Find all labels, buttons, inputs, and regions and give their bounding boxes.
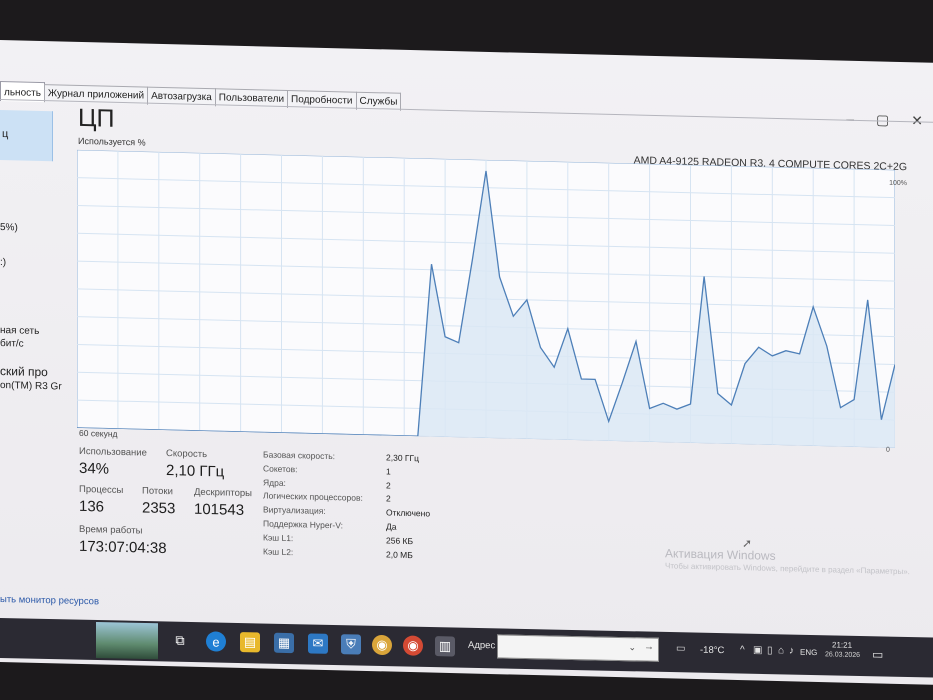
detail-label: Ядра: <box>263 477 286 488</box>
notifications-icon[interactable]: ▭ <box>872 647 884 662</box>
cpu-usage-line <box>77 170 895 437</box>
weather-icon[interactable]: ▭ <box>676 643 686 655</box>
language-indicator[interactable]: ENG <box>800 647 818 658</box>
detail-label: Кэш L2: <box>263 546 294 558</box>
chevron-down-icon[interactable]: ⌄ <box>628 642 636 653</box>
cpu-details-list: Базовая скорость: 2,30 ГГц Сокетов: 1 Яд… <box>0 40 933 560</box>
sidebar-item-network-speed: бит/с <box>0 338 24 350</box>
chrome-canary-icon[interactable]: ◉ <box>372 634 392 656</box>
go-arrow-icon[interactable]: → <box>644 641 654 653</box>
network-icon[interactable]: ⌂ <box>778 645 785 657</box>
detail-value: 2 <box>386 480 391 491</box>
clock-time[interactable]: 21:21 <box>832 640 853 650</box>
weather-temperature[interactable]: -18°C <box>700 644 725 657</box>
task-view-icon[interactable]: ⧉ <box>175 632 185 648</box>
battery-icon[interactable]: ▯ <box>767 645 773 657</box>
security-icon[interactable]: ⛨ <box>341 634 361 655</box>
sidebar-item-gpu-model: on(TM) R3 Gr <box>0 380 62 393</box>
store-icon[interactable]: ▦ <box>274 632 294 654</box>
threads-label: Потоки <box>142 485 173 498</box>
chrome-icon[interactable]: ◉ <box>403 635 423 656</box>
activation-watermark-title: Активация Windows <box>665 546 776 563</box>
detail-value: 1 <box>386 466 391 477</box>
sidebar-item-disk[interactable]: :) <box>0 257 7 269</box>
resource-sidebar: ц 5%) :) ная сеть бит/с ский про on(TM) … <box>0 100 62 621</box>
page-title: ЦП <box>78 103 115 133</box>
detail-value: Отключено <box>386 507 431 519</box>
detail-label: Кэш L1: <box>263 532 294 544</box>
wallpaper-thumbnail <box>96 622 158 660</box>
task-manager-window: – ▢ ✕ льность Журнал приложений Автозагр… <box>0 40 933 685</box>
graph-max-label: 100% <box>889 179 907 188</box>
detail-label: Виртуализация: <box>263 504 326 516</box>
sidebar-item-memory[interactable]: 5%) <box>0 222 18 234</box>
cpu-graph-svg <box>77 149 895 448</box>
detail-value: 256 КБ <box>386 535 414 547</box>
threads-value: 2353 <box>142 499 176 518</box>
speed-value: 2,10 ГГц <box>166 462 225 481</box>
detail-value: 2,30 ГГц <box>386 452 419 464</box>
edge-icon[interactable]: e <box>206 631 226 652</box>
cpu-usage-area <box>77 170 895 448</box>
sidebar-item-gpu[interactable]: ский про <box>0 364 48 380</box>
uptime-label: Время работы <box>79 523 143 537</box>
mail-icon[interactable]: ✉ <box>308 633 328 654</box>
handles-label: Дескрипторы <box>194 486 252 500</box>
address-toolbar-label: Адрес <box>468 639 496 652</box>
processes-value: 136 <box>79 497 105 516</box>
detail-label: Поддержка Hyper-V: <box>263 518 343 531</box>
detail-value: 2,0 МБ <box>386 549 413 561</box>
detail-label: Сокетов: <box>263 463 298 475</box>
usage-label: Использование <box>79 445 147 459</box>
sidebar-item-network[interactable]: ная сеть <box>0 325 40 337</box>
detail-value: Да <box>386 521 397 532</box>
speed-label: Скорость <box>166 448 208 461</box>
mouse-cursor-icon: ➚ <box>742 536 753 551</box>
handles-value: 101543 <box>194 500 245 519</box>
cpu-utilization-graph: 100% <box>77 149 907 448</box>
uptime-value: 173:07:04:38 <box>79 537 167 558</box>
sidebar-item-cpu-label: ц <box>2 128 9 141</box>
activation-watermark-text: Чтобы активировать Windows, перейдите в … <box>665 561 910 577</box>
graph-min-label: 0 <box>886 446 890 454</box>
detail-value: 2 <box>386 493 391 504</box>
volume-icon[interactable]: ♪ <box>789 645 794 657</box>
usage-value: 34% <box>79 459 110 478</box>
chevron-up-icon[interactable]: ^ <box>740 644 745 656</box>
processes-label: Процессы <box>79 483 124 497</box>
sidebar-item-cpu[interactable]: ц <box>0 110 53 162</box>
task-manager-icon[interactable]: ▥ <box>435 636 455 657</box>
clock-date[interactable]: 26.03.2026 <box>825 651 861 660</box>
tray-app-icon[interactable]: ▣ <box>753 644 763 656</box>
tab-divider <box>0 99 933 123</box>
file-explorer-icon[interactable]: ▤ <box>240 632 260 653</box>
detail-label: Базовая скорость: <box>263 449 336 462</box>
detail-label: Логических процессоров: <box>263 490 363 503</box>
graph-time-span: 60 секунд <box>79 427 118 439</box>
address-input[interactable]: ⌄ → <box>497 634 659 662</box>
utilization-caption: Используется % <box>78 135 146 148</box>
